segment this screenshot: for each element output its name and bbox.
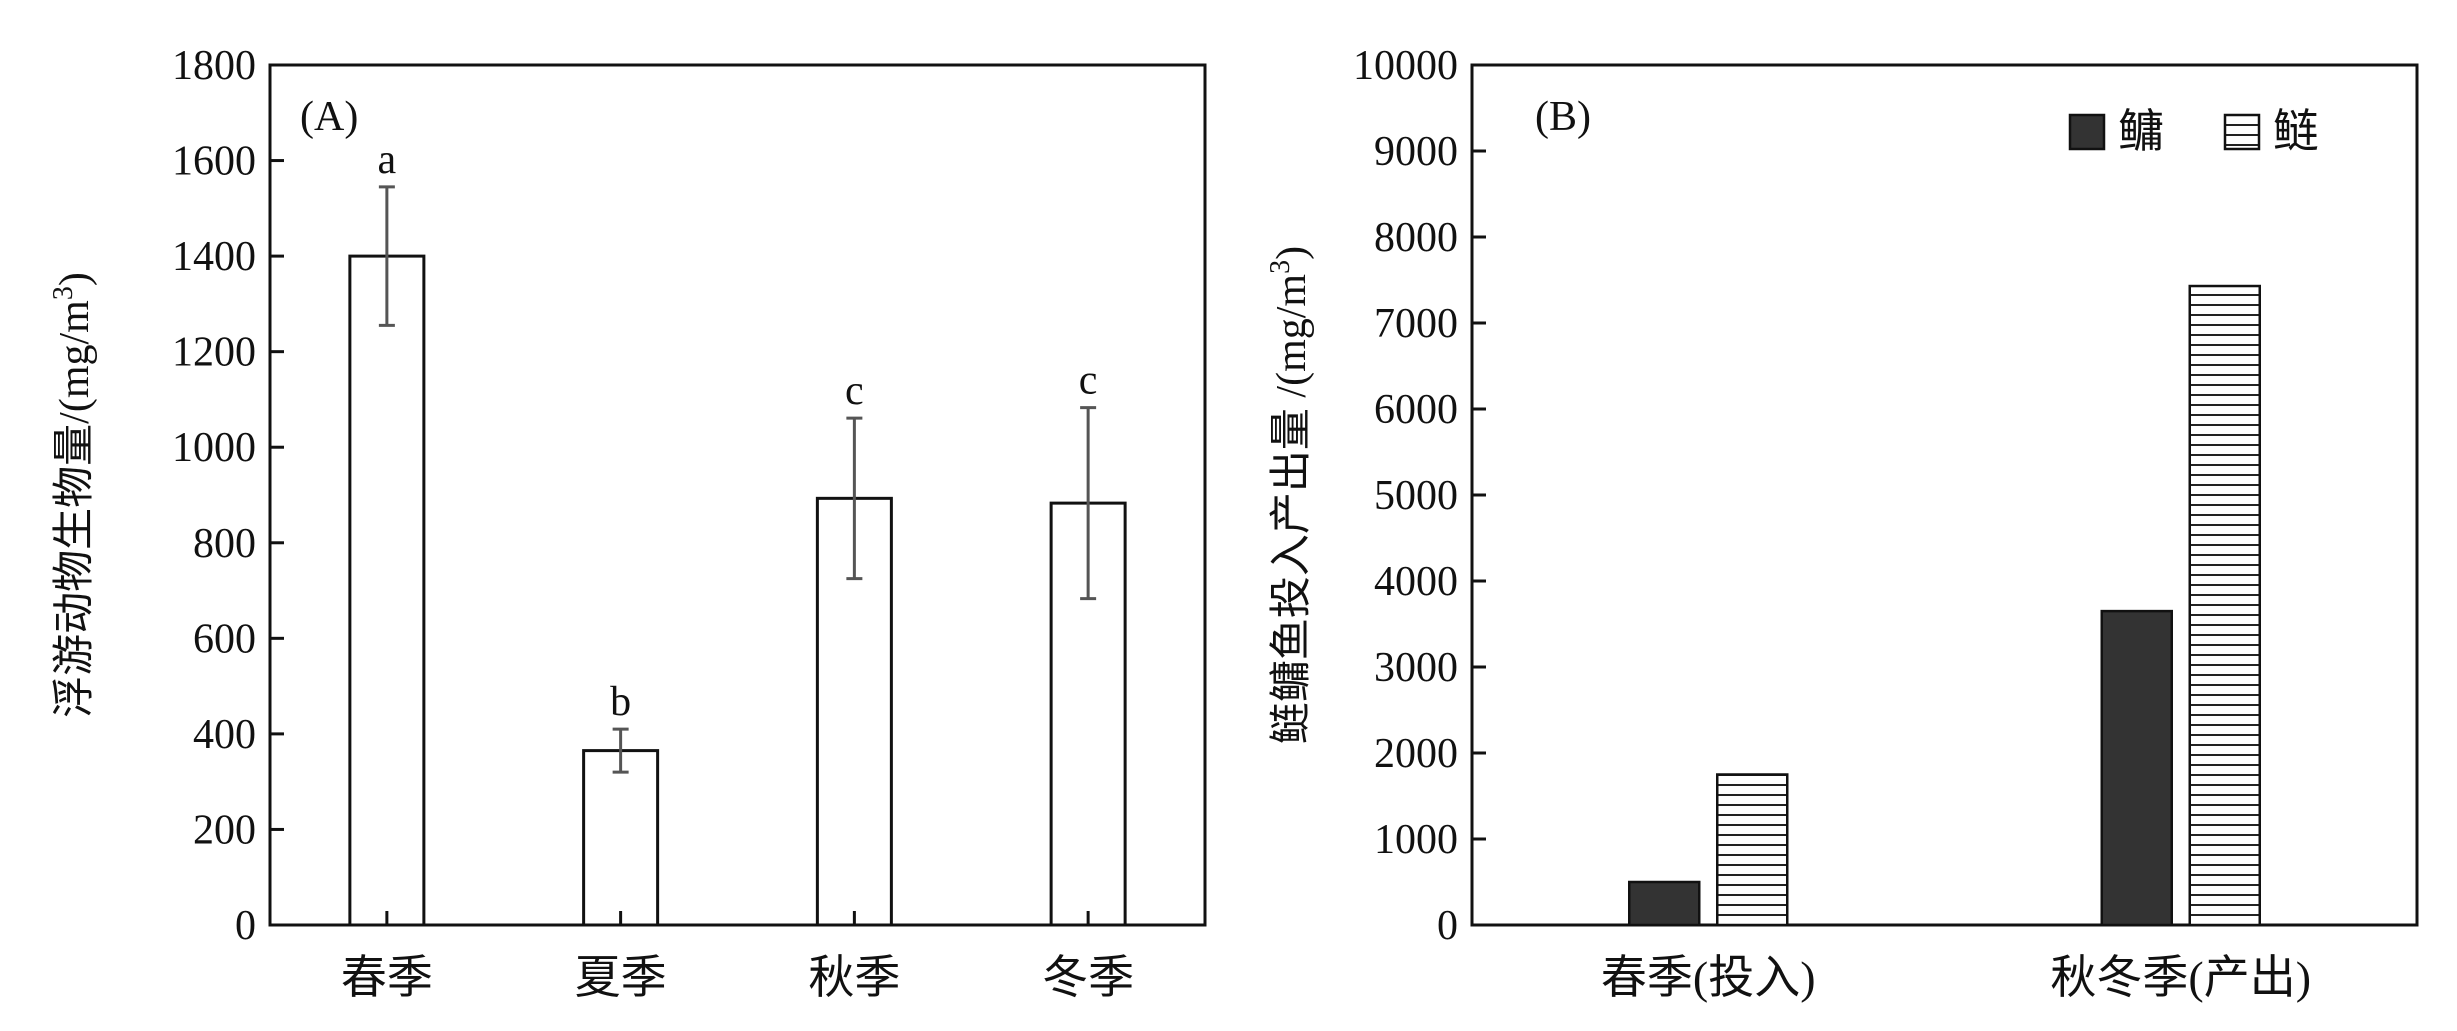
bar-series-2 [2188, 284, 2261, 927]
significance-letter: a [378, 137, 397, 183]
significance-letter: b [610, 679, 631, 725]
y-tick-label: 6000 [1374, 387, 1458, 433]
plot-frame-a [268, 63, 1207, 927]
y-tick-label: 7000 [1374, 301, 1458, 347]
y-tick-label: 1400 [172, 234, 256, 280]
y-axis-title-b: 鲢鳙鱼投入产出量 /(mg/m3) [1265, 246, 1315, 744]
legend-swatch [2223, 113, 2261, 151]
bar-series-1 [1628, 880, 1701, 927]
y-tick-label: 1000 [1374, 817, 1458, 863]
y-axis-ticks-b: 0 1000 2000 3000 4000 5000 6000 7000 8000 9000 100… [1353, 43, 1486, 949]
legend-swatch [2068, 113, 2106, 151]
significance-letter: c [1079, 358, 1098, 404]
category-label: 春季(投入) [1601, 952, 1816, 1003]
chart-panel-b: (B) 0 1000 2000 3000 4000 5000 6000 7000 8000 900… [1265, 43, 2419, 1003]
y-axis-ticks-a: 0 200 400 600 800 1000 1200 1400 1600 1800 [172, 43, 284, 949]
bar-series-2 [1716, 773, 1789, 927]
bar [348, 254, 426, 927]
category-label: 冬季 [1042, 952, 1134, 1003]
panel-label-b: (B) [1535, 94, 1591, 140]
y-tick-label: 4000 [1374, 559, 1458, 605]
y-tick-label: 400 [193, 712, 256, 758]
y-tick-label: 0 [1437, 903, 1458, 949]
plot-frame-b [1470, 63, 2419, 927]
y-tick-label: 1800 [172, 43, 256, 89]
y-tick-label: 8000 [1374, 215, 1458, 261]
y-tick-label: 3000 [1374, 645, 1458, 691]
bar [582, 749, 660, 927]
panel-label-a: (A) [300, 94, 358, 140]
category-label: 秋冬季(产出) [2050, 952, 2311, 1003]
y-tick-label: 200 [193, 807, 256, 853]
category-label: 春季 [341, 952, 433, 1003]
y-axis-title-a: 浮游动物生物量/(mg/m3) [48, 272, 98, 718]
y-tick-label: 0 [235, 903, 256, 949]
significance-letter: c [845, 368, 864, 414]
legend: 鳙鲢 [2068, 106, 2319, 157]
legend-label: 鲢 [2273, 106, 2319, 157]
y-tick-label: 5000 [1374, 473, 1458, 519]
x-axis-labels-a: 春季 夏季 秋季 冬季 [341, 911, 1134, 1003]
y-tick-label: 800 [193, 521, 256, 567]
bar-series-1 [2100, 609, 2173, 927]
y-tick-label: 9000 [1374, 129, 1458, 175]
y-tick-label: 1200 [172, 330, 256, 376]
category-label: 夏季 [575, 952, 667, 1003]
y-tick-label: 2000 [1374, 731, 1458, 777]
y-tick-label: 600 [193, 616, 256, 662]
bars-a: a b c c [348, 137, 1127, 927]
category-label: 秋季 [808, 952, 900, 1003]
chart-panel-a: (A) 0 200 400 600 800 1000 1200 1400 1600 1800 a b… [48, 43, 1207, 1003]
y-tick-label: 1600 [172, 139, 256, 185]
x-axis-labels-b: 春季(投入) 秋冬季(产出) [1601, 952, 2311, 1003]
y-tick-label: 1000 [172, 425, 256, 471]
y-tick-label: 10000 [1353, 43, 1458, 89]
bars-b [1628, 284, 2261, 927]
legend-label: 鳙 [2118, 106, 2164, 157]
